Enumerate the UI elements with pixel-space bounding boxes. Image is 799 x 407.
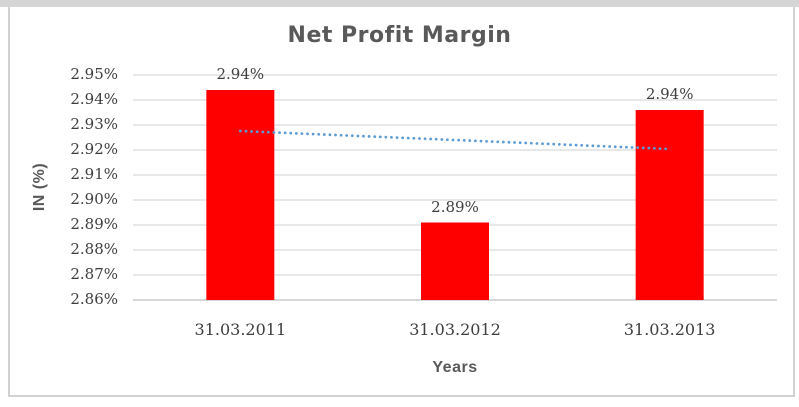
y-tick-label: 2.92% xyxy=(70,140,118,158)
y-tick-label: 2.95% xyxy=(70,65,118,83)
bar-data-label: 2.94% xyxy=(645,85,694,103)
bar-data-label: 2.89% xyxy=(431,197,479,216)
x-category-label: 31.03.2011 xyxy=(194,320,287,339)
bar-series-column xyxy=(206,90,275,300)
bar-series-column xyxy=(635,110,704,300)
y-tick-label: 2.91% xyxy=(70,165,118,183)
y-tick-label: 2.86% xyxy=(70,290,118,308)
x-category-label: 31.03.2013 xyxy=(623,320,716,339)
bar-data-label: 2.94% xyxy=(216,65,265,83)
trendline xyxy=(238,129,672,151)
chart-title: Net Profit Margin xyxy=(287,23,512,48)
x-axis-title: Years xyxy=(432,359,478,376)
bar-series-column xyxy=(421,222,489,300)
y-axis-title: IN (%) xyxy=(31,162,48,212)
window-top-edge xyxy=(0,0,799,7)
y-tick-label: 2.89% xyxy=(70,215,118,233)
y-tick-label: 2.90% xyxy=(70,190,118,208)
x-category-label: 31.03.2012 xyxy=(409,320,501,339)
plot-area xyxy=(133,74,777,301)
y-tick-label: 2.87% xyxy=(70,265,118,283)
y-tick-label: 2.88% xyxy=(70,240,118,258)
y-tick-label: 2.94% xyxy=(70,90,118,108)
y-tick-label: 2.93% xyxy=(70,115,118,133)
